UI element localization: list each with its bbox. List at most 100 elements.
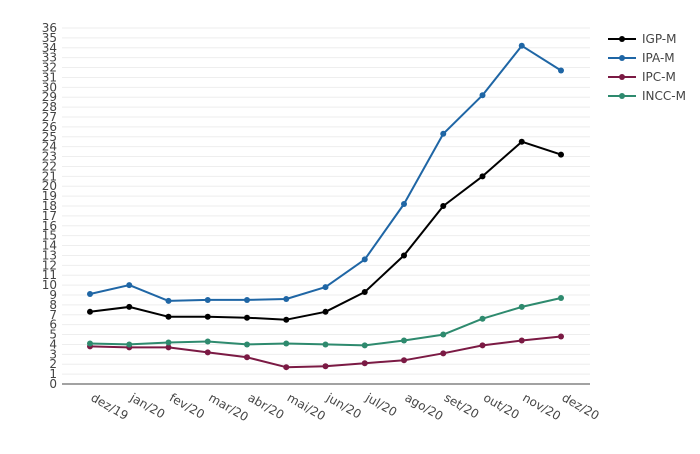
legend-marker [619,55,625,61]
y-tick-label: 17 [42,209,57,223]
data-point[interactable] [126,282,133,289]
data-point[interactable] [440,331,447,338]
x-tick-label: out/20 [481,390,522,422]
data-point[interactable] [361,342,368,349]
data-point[interactable] [165,339,172,346]
data-point[interactable] [126,303,133,310]
data-point[interactable] [165,344,172,351]
data-point[interactable] [204,313,211,320]
data-point[interactable] [558,294,564,301]
data-point[interactable] [204,296,211,303]
y-tick-label: 11 [42,268,57,282]
data-point[interactable] [87,291,93,298]
data-point[interactable] [401,357,407,364]
data-point[interactable] [322,363,329,370]
series-line [89,44,562,302]
data-point[interactable] [401,337,407,344]
y-tick-label: 31 [42,70,57,84]
x-tick-label: set/20 [442,390,482,421]
y-tick-label: 18 [42,199,57,213]
data-point[interactable] [479,315,486,322]
data-point[interactable] [401,201,407,208]
data-point[interactable] [518,337,525,344]
y-tick-label: 10 [42,278,57,292]
legend-item[interactable]: IGP-M [608,32,677,46]
data-point[interactable] [440,130,447,137]
data-point[interactable] [283,340,290,347]
data-point[interactable] [87,340,93,347]
data-point[interactable] [204,338,211,345]
x-tick-label: dez/19 [89,390,131,422]
data-point[interactable] [479,92,486,99]
y-tick-label: 32 [42,61,57,75]
data-point[interactable] [283,316,290,323]
x-tick-label: jul/20 [362,390,399,419]
y-tick-label: 36 [42,21,57,35]
data-point[interactable] [283,364,290,371]
data-point[interactable] [440,203,447,209]
series-group [87,42,564,371]
x-tick-label: ago/20 [403,390,446,423]
data-point[interactable] [204,349,211,356]
legend-marker [619,74,625,80]
y-tick-label: 21 [42,169,57,183]
x-tick-label: nov/20 [520,390,563,423]
data-point[interactable] [361,289,368,296]
data-point[interactable] [283,295,290,302]
data-point[interactable] [87,308,93,315]
data-point[interactable] [558,151,564,158]
data-point[interactable] [479,173,486,180]
y-tick-label: 23 [42,150,57,164]
data-point[interactable] [322,284,329,291]
data-point[interactable] [244,296,250,303]
y-tick-label: 7 [49,308,57,322]
data-point[interactable] [126,341,133,348]
y-tick-label: 14 [42,239,57,253]
data-point[interactable] [322,341,329,348]
y-tick-label: 19 [42,189,57,203]
data-point[interactable] [165,313,172,320]
x-tick-label: mar/20 [206,390,250,424]
x-tick-label: jan/20 [127,390,167,421]
data-point[interactable] [558,333,564,340]
legend-marker [619,93,625,99]
legend-label: IGP-M [642,32,677,46]
legend-label: INCC-M [642,89,686,103]
legend[interactable]: IGP-M IPA-M IPC-M INCC-M [608,32,686,103]
y-tick-label: 16 [42,219,57,233]
data-point[interactable] [244,314,250,321]
x-tick-label: dez/20 [560,390,602,422]
data-point[interactable] [165,297,172,304]
y-tick-label: 35 [42,31,57,45]
legend-item[interactable]: INCC-M [608,89,686,103]
data-point[interactable] [518,303,525,310]
legend-item[interactable]: IPC-M [608,70,676,84]
data-point[interactable] [361,256,368,263]
y-tick-label: 13 [42,248,57,262]
data-point[interactable] [440,350,447,357]
x-tick-label: fev/20 [167,390,207,421]
data-point[interactable] [361,360,368,367]
data-point[interactable] [322,308,329,315]
series-line [89,335,562,369]
legend-item[interactable]: IPA-M [608,51,675,65]
y-tick-label: 8 [49,298,57,312]
x-tick-label: abr/20 [246,390,287,422]
data-point[interactable] [558,67,564,74]
data-point[interactable] [518,42,525,49]
series-line [89,140,562,321]
data-point[interactable] [244,341,250,348]
data-point[interactable] [479,342,486,349]
y-tick-label: 1 [49,367,57,381]
data-point[interactable] [401,252,407,259]
data-point[interactable] [518,138,525,145]
series-incc-m [87,294,564,349]
y-tick-label: 15 [42,229,57,243]
data-point[interactable] [244,354,250,361]
y-tick-label: 26 [42,120,57,134]
x-tick-label: jun/20 [323,390,364,422]
y-tick-label: 6 [49,318,57,332]
y-tick-label: 20 [42,179,57,193]
